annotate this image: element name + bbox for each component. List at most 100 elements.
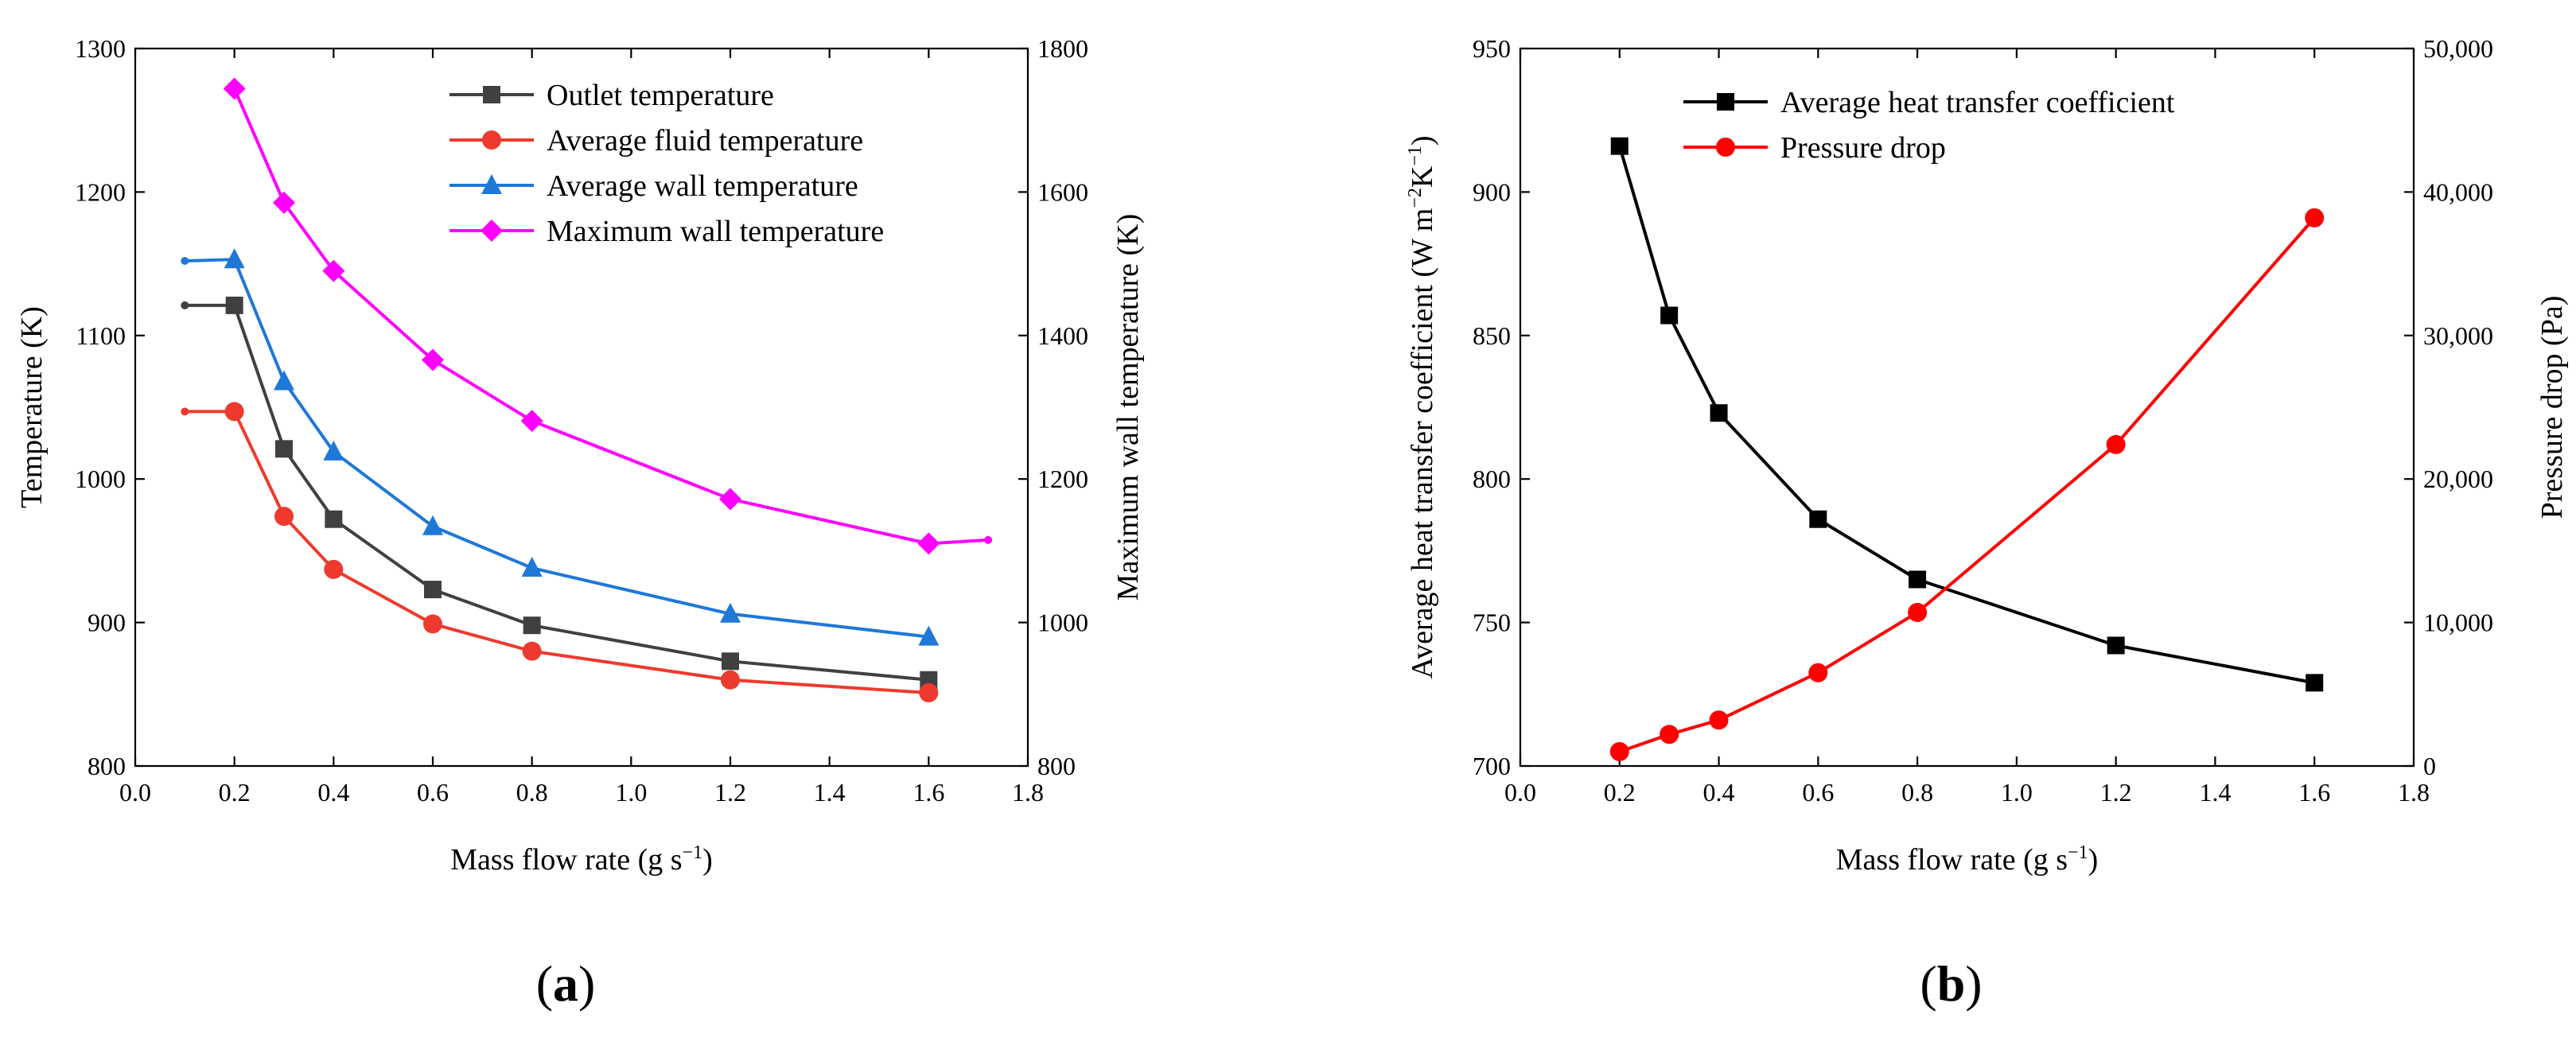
y-tick-label: 850 [1473, 321, 1511, 350]
data-point [719, 488, 741, 511]
x-axis-title: Mass flow rate (g s−1) [450, 842, 712, 877]
data-point [523, 616, 541, 635]
legend-label: Pressure drop [1780, 131, 1946, 165]
series-line-average-fluid-temperature-extension-point [181, 407, 189, 416]
plot-frame [134, 47, 1029, 768]
legend-swatch-marker [482, 130, 501, 150]
legend-label: Average fluid temperature [547, 124, 863, 157]
x-tick-label: 0.0 [1504, 778, 1536, 807]
x-axis-title-main: Mass flow rate (g s [1836, 843, 2068, 877]
data-point [1909, 570, 1927, 589]
x-tick-label: 0.4 [317, 778, 349, 807]
panel-label-open: ( [536, 955, 553, 1012]
plot-frame [1519, 47, 2415, 768]
data-point [919, 682, 939, 702]
y-axis-title-sup: −2 [1405, 188, 1426, 208]
data-point [225, 296, 243, 314]
y-tick-label: 950 [1473, 34, 1511, 63]
y-tick-label: 900 [1473, 177, 1511, 206]
x-tick-label: 1.4 [2199, 778, 2231, 807]
y-tick-label: 800 [1473, 465, 1511, 493]
x-tick-label: 0.2 [1604, 778, 1636, 807]
data-point [274, 370, 294, 391]
data-point [521, 557, 543, 577]
data-point [522, 641, 542, 661]
x-tick-label: 1.8 [1012, 778, 1044, 807]
data-point [423, 614, 442, 634]
x-tick-label: 0.4 [1703, 778, 1735, 807]
data-point [273, 191, 295, 214]
x-axis-title-end: ) [2088, 843, 2099, 877]
data-point [223, 77, 246, 100]
y2-tick-label: 1400 [1037, 321, 1088, 350]
x-tick-label: 1.8 [2398, 778, 2430, 807]
x-axis-title-sup: −1 [683, 842, 703, 863]
legend-label: Average wall temperature [547, 169, 858, 203]
y-axis-title-end: ) [1406, 135, 1439, 146]
y2-tick-label: 800 [1037, 752, 1076, 780]
x-axis-title-main: Mass flow rate (g s [450, 843, 682, 877]
x-tick-label: 0.6 [1802, 778, 1834, 807]
data-point [224, 248, 245, 269]
y-tick-label: 1000 [75, 465, 126, 493]
data-point [422, 515, 443, 535]
data-point [422, 348, 444, 371]
y2-tick-label: 40,000 [2423, 177, 2493, 206]
x-tick-label: 0.6 [417, 778, 449, 807]
series-line-maximum-wall-temperature-extension-point [984, 535, 993, 544]
legend-swatch-marker [483, 86, 500, 103]
data-point [2107, 636, 2125, 655]
data-point [275, 440, 293, 458]
data-point [325, 510, 343, 528]
x-tick-label: 1.2 [2100, 778, 2132, 807]
y-axis-title: Temperature (K) [15, 306, 49, 508]
y-tick-label: 900 [88, 608, 126, 637]
y-tick-label: 750 [1473, 608, 1511, 637]
series-line-average-wall-temperature-extension [185, 258, 235, 262]
data-point [720, 602, 741, 623]
x-tick-label: 0.2 [219, 778, 251, 807]
y-tick-label: 1100 [76, 321, 126, 350]
x-tick-label: 1.0 [615, 778, 647, 807]
data-point [2305, 208, 2325, 227]
x-tick-label: 1.0 [2001, 778, 2033, 807]
y-axis-title-sup: −1 [1405, 146, 1426, 166]
x-tick-label: 0.8 [516, 778, 548, 807]
y2-axis-title: Pressure drop (Pa) [2535, 296, 2569, 519]
legend-label: Maximum wall temperature [547, 215, 884, 248]
data-point [920, 671, 938, 689]
x-tick-label: 1.4 [814, 778, 846, 807]
x-tick-label: 1.6 [2298, 778, 2330, 807]
legend-swatch-marker [1716, 138, 1735, 157]
y2-tick-label: 1000 [1037, 608, 1088, 637]
y2-tick-label: 0 [2423, 752, 2436, 780]
data-point [917, 532, 940, 555]
y-axis-title-mid: K [1406, 165, 1439, 188]
panel-label-open: ( [1920, 955, 1936, 1012]
data-point [1610, 137, 1628, 155]
x-tick-label: 0.0 [119, 778, 151, 807]
legend-swatch-marker [481, 174, 502, 194]
data-point [324, 559, 344, 579]
data-point [1908, 602, 1928, 622]
y2-tick-label: 1800 [1037, 34, 1088, 63]
data-point [322, 259, 345, 282]
data-point [2106, 434, 2126, 454]
legend-label: Outlet temperature [547, 79, 774, 112]
y2-tick-label: 1200 [1037, 465, 1088, 493]
x-axis-title-end: ) [702, 843, 713, 877]
panel-label: (a) [536, 955, 596, 1012]
data-point [224, 402, 244, 422]
x-tick-label: 1.6 [912, 778, 944, 807]
series-line-average-wall-temperature-extension-point [181, 256, 189, 265]
chart-panel-b: 0.0 0.2 0.4 0.6 0.8 1.0 1.2 1.4 1.6 1.8 700 750 800 8… [1405, 34, 2569, 1012]
y2-axis-title: Maximum wall temperature (K) [1111, 214, 1145, 601]
legend-swatch-marker [1717, 93, 1734, 111]
legend-swatch-marker [481, 220, 503, 242]
x-tick-label: 1.2 [714, 778, 746, 807]
data-point [323, 440, 344, 461]
panel-label: (b) [1920, 955, 1982, 1012]
panel-label-close: ) [578, 955, 595, 1012]
data-point [1710, 404, 1728, 422]
series-line-outlet-temperature-extension-point [181, 301, 189, 309]
